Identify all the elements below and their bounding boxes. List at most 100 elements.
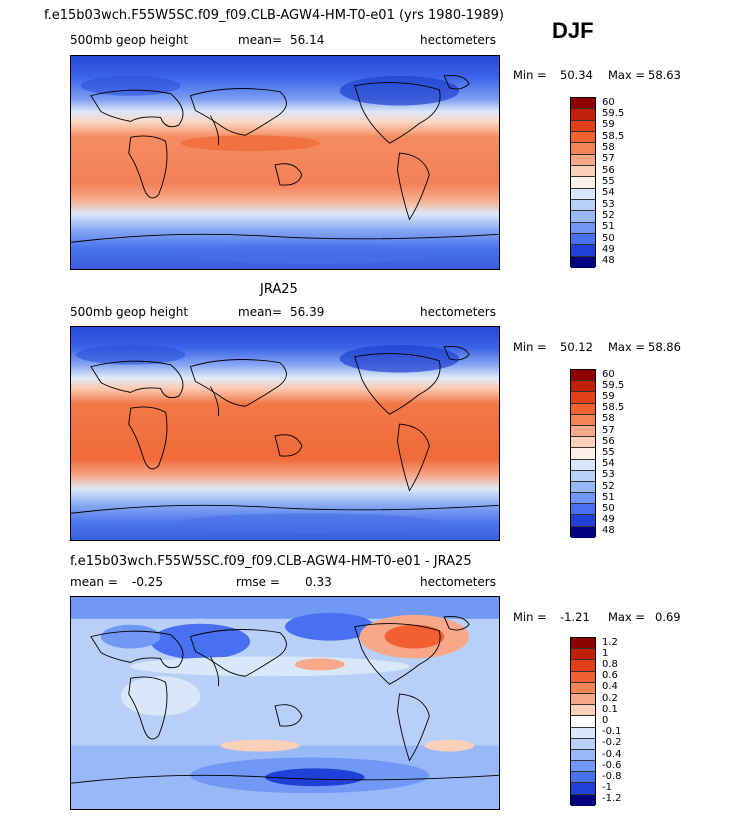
colorbar-swatch xyxy=(571,749,595,762)
panel2-units: hectometers xyxy=(420,305,496,319)
colorbar-tick-label: 0.4 xyxy=(602,681,618,693)
colorbar-swatch xyxy=(571,199,595,212)
colorbar-swatch xyxy=(571,392,595,404)
colorbar-swatch xyxy=(571,425,595,438)
panel3-title: f.e15b03wch.F55W5SC.f09_f09.CLB-AGW4-HM-… xyxy=(70,554,472,569)
colorbar-swatch xyxy=(571,761,595,773)
panel2-colorbar xyxy=(570,369,596,538)
colorbar-swatch xyxy=(571,493,595,505)
colorbar-tick-label: -0.4 xyxy=(602,748,622,760)
colorbar-tick-label: 56 xyxy=(602,435,615,447)
panel3-map xyxy=(70,596,500,810)
colorbar-tick-label: 56 xyxy=(602,164,615,176)
colorbar-tick-label: 51 xyxy=(602,221,615,233)
colorbar-tick-label: -1 xyxy=(602,782,612,794)
colorbar-swatch xyxy=(571,772,595,784)
colorbar-swatch xyxy=(571,437,595,449)
colorbar-tick-label: 50 xyxy=(602,232,615,244)
colorbar-swatch xyxy=(571,233,595,246)
colorbar-swatch xyxy=(571,98,595,110)
panel3-mean-label: mean = xyxy=(70,575,118,589)
colorbar-tick-label: -0.2 xyxy=(602,737,622,749)
panel3-min-label: Min = xyxy=(513,610,547,624)
colorbar-tick-label: 48 xyxy=(602,525,615,537)
colorbar-tick-label: 0.2 xyxy=(602,692,618,704)
colorbar-tick-label: 0 xyxy=(602,715,609,726)
panel2-title: JRA25 xyxy=(260,282,298,297)
colorbar-swatch xyxy=(571,403,595,415)
panel3-rmse-label: rmse = xyxy=(236,575,280,589)
colorbar-tick-label: 57 xyxy=(602,153,615,165)
colorbar-swatch xyxy=(571,470,595,482)
colorbar-tick-label: 1.2 xyxy=(602,636,618,648)
panel3-rmse-value: 0.33 xyxy=(305,575,332,589)
colorbar-swatch xyxy=(571,671,595,683)
colorbar-tick-label: 59.5 xyxy=(602,379,625,391)
colorbar-swatch xyxy=(571,682,595,694)
colorbar-swatch xyxy=(571,783,595,795)
colorbar-tick-label: 52 xyxy=(602,210,615,221)
colorbar-swatch xyxy=(571,794,595,806)
colorbar-tick-label: 58 xyxy=(602,413,615,425)
colorbar-tick-label: 57 xyxy=(602,424,615,436)
colorbar-swatch xyxy=(571,245,595,257)
colorbar-tick-label: -0.1 xyxy=(602,726,622,738)
colorbar-swatch xyxy=(571,649,595,661)
colorbar-swatch xyxy=(571,177,595,189)
colorbar-tick-label: -1.2 xyxy=(602,793,622,805)
colorbar-swatch xyxy=(571,414,595,426)
panel1-variable: 500mb geop height xyxy=(70,33,189,47)
panel3-mean-value: -0.25 xyxy=(132,575,164,589)
colorbar-tick-label: 52 xyxy=(602,480,615,492)
colorbar-swatch xyxy=(571,165,595,178)
colorbar-tick-label: 58.5 xyxy=(602,130,625,142)
colorbar-swatch xyxy=(571,188,595,200)
panel3-min-value: -1.21 xyxy=(560,610,590,624)
colorbar-tick-label: 1 xyxy=(602,647,609,659)
colorbar-swatch xyxy=(571,693,595,706)
colorbar-tick-label: 53 xyxy=(602,198,615,210)
panel3-max-value: 0.69 xyxy=(655,610,681,624)
colorbar-tick-label: -0.6 xyxy=(602,759,622,771)
colorbar-swatch xyxy=(571,154,595,166)
colorbar-tick-label: 59 xyxy=(602,119,615,131)
colorbar-swatch xyxy=(571,727,595,739)
colorbar-tick-label: 55 xyxy=(602,176,615,187)
panel2-max-value: 58.86 xyxy=(648,340,681,354)
colorbar-swatch xyxy=(571,504,595,516)
colorbar-swatch xyxy=(571,381,595,393)
colorbar-tick-label: 0.1 xyxy=(602,703,618,715)
colorbar-swatch xyxy=(571,526,595,538)
colorbar-swatch xyxy=(571,120,595,132)
main-title: f.e15b03wch.F55W5SC.f09_f09.CLB-AGW4-HM-… xyxy=(44,8,504,23)
panel2-variable: 500mb geop height xyxy=(70,305,189,319)
colorbar-swatch xyxy=(571,370,595,382)
panel1-colorbar xyxy=(570,97,596,268)
colorbar-swatch xyxy=(571,638,595,650)
colorbar-swatch xyxy=(571,705,595,717)
colorbar-tick-label: 0.6 xyxy=(602,670,618,682)
panel1-min-value: 50.34 xyxy=(560,68,593,82)
colorbar-swatch xyxy=(571,211,595,223)
colorbar-tick-label: 60 xyxy=(602,96,615,108)
colorbar-tick-label: 55 xyxy=(602,447,615,458)
panel1-max-value: 58.63 xyxy=(648,68,681,82)
colorbar-tick-label: 54 xyxy=(602,187,615,199)
colorbar-tick-label: 58 xyxy=(602,142,615,153)
panel1-min-label: Min = xyxy=(513,68,547,82)
colorbar-tick-label: 0.8 xyxy=(602,659,618,670)
colorbar-swatch xyxy=(571,143,595,155)
colorbar-swatch xyxy=(571,738,595,750)
panel1-mean-label: mean= xyxy=(238,33,283,47)
colorbar-swatch xyxy=(571,515,595,527)
colorbar-swatch xyxy=(571,222,595,234)
colorbar-tick-label: 49 xyxy=(602,514,615,526)
panel1-map xyxy=(70,55,500,270)
season-label: DJF xyxy=(552,18,594,43)
panel2-map xyxy=(70,326,500,541)
panel2-mean-label: mean= xyxy=(238,305,283,319)
colorbar-tick-label: 60 xyxy=(602,368,615,380)
panel1-max-label: Max = xyxy=(608,68,646,82)
panel2-max-label: Max = xyxy=(608,340,646,354)
colorbar-tick-label: 59 xyxy=(602,391,615,402)
